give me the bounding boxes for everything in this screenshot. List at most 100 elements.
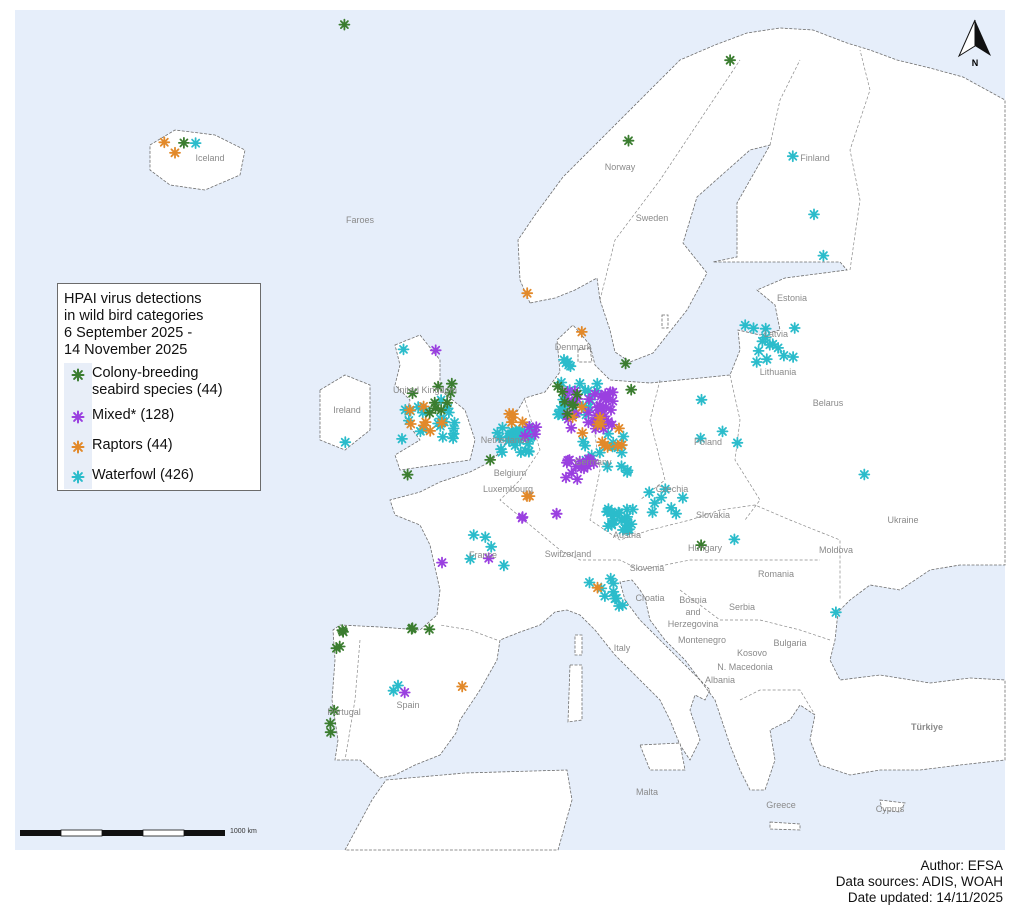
waterfowl-marker — [524, 431, 537, 443]
legend-title-line: 14 November 2025 — [64, 342, 188, 358]
raptors-marker — [591, 581, 604, 594]
seabird-marker — [423, 623, 436, 636]
country-label: N. Macedonia — [717, 662, 773, 672]
waterfowl-marker — [625, 518, 638, 530]
seabird-marker — [556, 386, 569, 398]
country-label: Switzerland — [544, 549, 592, 559]
mixed-marker — [550, 508, 563, 520]
country-label: Luxembourg — [482, 484, 534, 494]
waterfowl-marker — [507, 436, 520, 449]
seabird-marker — [401, 468, 414, 481]
waterfowl-marker — [615, 460, 628, 473]
seabird-marker — [724, 54, 736, 67]
legend-title-line: HPAI virus detections — [64, 291, 202, 307]
mixed-marker — [523, 420, 536, 433]
waterfowl-marker — [778, 349, 790, 362]
mainland — [331, 27, 1006, 791]
waterfowl-marker — [591, 377, 604, 390]
waterfowl-marker — [830, 606, 842, 619]
waterfowl-marker — [621, 516, 634, 529]
mixed-marker — [606, 395, 619, 407]
waterfowl-marker — [752, 345, 765, 357]
raptors-marker — [417, 400, 430, 413]
waterfowl-marker — [620, 523, 633, 535]
waterfowl-marker — [558, 353, 570, 366]
raptors-marker — [169, 146, 181, 159]
mixed-marker — [582, 453, 595, 465]
mixed-marker — [565, 422, 578, 434]
mixed-marker — [519, 430, 531, 442]
country-label: Kosovo — [736, 648, 768, 658]
country-label: Croatia — [635, 593, 665, 603]
waterfowl-marker — [599, 590, 611, 602]
seabird-marker — [561, 408, 574, 420]
seabird-marker — [625, 383, 638, 396]
raptors-star-icon — [64, 435, 92, 459]
mixed-marker — [436, 556, 448, 569]
waterfowl-marker — [479, 531, 492, 543]
seabird-marker — [324, 726, 337, 739]
waterfowl-marker — [493, 431, 506, 444]
country-label: Czechia — [655, 484, 689, 494]
seabird-marker — [324, 717, 337, 730]
country-label: Cyprus — [875, 804, 905, 814]
waterfowl-marker — [513, 434, 526, 447]
legend-label-line: seabird species (44) — [92, 382, 223, 398]
mixed-marker — [429, 344, 442, 357]
waterfowl-marker — [646, 506, 659, 519]
author: Author: EFSA — [920, 858, 1003, 873]
country-label: Lithuania — [759, 367, 797, 377]
mixed-marker — [587, 457, 600, 470]
mixed-marker — [599, 390, 611, 403]
country-label: Faroes — [345, 215, 375, 225]
waterfowl-marker — [695, 393, 708, 406]
country-label: Belarus — [812, 398, 844, 408]
waterfowl-marker — [448, 416, 461, 429]
country-label: Portugal — [327, 707, 361, 717]
mixed-marker — [582, 416, 595, 429]
waterfowl-marker — [728, 533, 741, 546]
country-label: Finland — [800, 153, 830, 163]
country-label: Malta — [635, 787, 659, 797]
waterfowl-marker — [436, 431, 449, 443]
raptors-marker — [424, 425, 437, 437]
waterfowl-marker — [739, 319, 752, 332]
waterfowl-marker — [607, 585, 620, 598]
waterfowl-marker — [189, 137, 202, 149]
waterfowl-marker — [403, 414, 415, 427]
country-borders — [344, 49, 871, 761]
waterfowl-marker — [626, 503, 639, 516]
waterfowl-marker — [604, 572, 617, 585]
waterfowl-marker — [612, 506, 625, 519]
africa — [344, 769, 573, 851]
waterfowl-marker — [787, 351, 799, 363]
seabird-marker — [336, 624, 349, 637]
mixed-marker — [590, 409, 602, 422]
waterfowl-marker — [443, 406, 455, 419]
legend-label: Raptors (44) — [92, 437, 173, 453]
waterfowl-marker — [606, 513, 619, 525]
waterfowl-marker — [616, 599, 629, 612]
seabird-star-icon — [64, 363, 92, 387]
sardinia — [567, 664, 583, 723]
seabird-marker — [405, 623, 418, 635]
seabird-marker — [695, 539, 707, 551]
waterfowl-marker — [339, 436, 352, 449]
mixed-marker — [582, 406, 595, 419]
scale-bar — [20, 829, 225, 837]
raptors-marker — [456, 680, 469, 693]
waterfowl-marker — [763, 338, 776, 351]
mixed-marker — [606, 386, 619, 399]
raptors-marker — [404, 404, 416, 417]
detection-markers — [158, 18, 871, 739]
raptors-marker — [596, 436, 609, 448]
raptors-marker — [616, 439, 628, 451]
data-sources: Data sources: ADIS, WOAH — [835, 874, 1003, 889]
waterfowl-marker — [808, 208, 820, 221]
country-label: Italy — [613, 643, 631, 653]
seabird-marker — [558, 396, 571, 408]
waterfowl-marker — [512, 429, 524, 442]
waterfowl-marker — [659, 483, 672, 495]
waterfowl-marker — [750, 356, 763, 368]
waterfowl-marker — [607, 577, 620, 590]
